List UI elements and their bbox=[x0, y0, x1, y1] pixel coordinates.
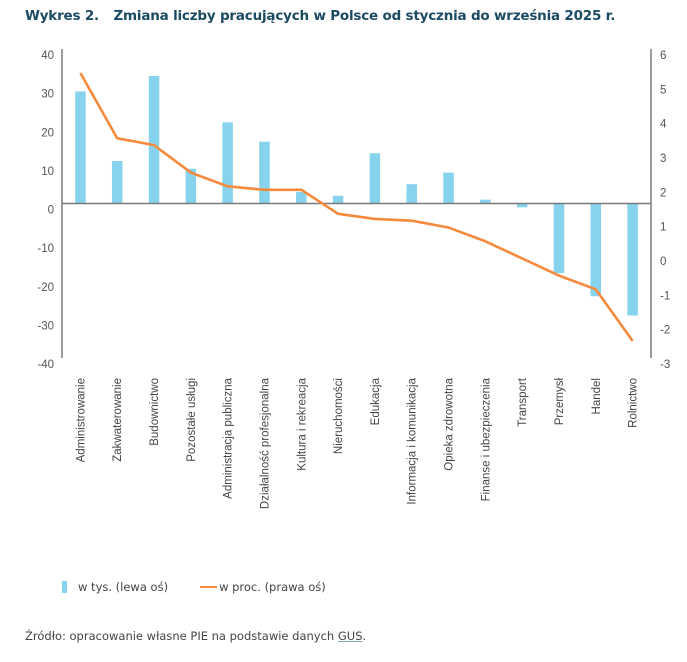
bar bbox=[259, 141, 270, 204]
category-label: Pozostałe usługi bbox=[186, 378, 198, 462]
category-label: Finanse i ubezpieczenia bbox=[480, 377, 492, 501]
chart-title-text: Zmiana liczby pracujących w Polsce od st… bbox=[113, 8, 616, 24]
category-label: Rolnictwo bbox=[628, 378, 640, 428]
bar bbox=[185, 168, 197, 204]
line-path bbox=[79, 72, 634, 342]
right-tick-label: 0 bbox=[660, 256, 666, 268]
category-label: Handel bbox=[591, 378, 603, 414]
category-label: Działalność profesjonalna bbox=[259, 377, 271, 509]
category-label: Nieruchomości bbox=[333, 378, 345, 454]
legend-line-label: w proc. (prawa oś) bbox=[219, 580, 326, 594]
right-tick-label: 5 bbox=[660, 84, 666, 96]
line-series bbox=[79, 72, 634, 342]
left-tick-label: -40 bbox=[37, 359, 54, 371]
left-tick-label: -20 bbox=[37, 282, 54, 294]
source-prefix: Źródło: opracowanie własne PIE na podsta… bbox=[25, 629, 338, 643]
left-tick-label: -10 bbox=[37, 243, 54, 255]
left-tick-label: 30 bbox=[41, 89, 54, 101]
right-tick-label: 4 bbox=[660, 119, 667, 131]
chart-title: Wykres 2. Zmiana liczby pracujących w Po… bbox=[25, 8, 615, 24]
category-label: Zakwaterowanie bbox=[112, 378, 124, 462]
category-label: Budownictwo bbox=[149, 378, 161, 446]
left-tick-label: -30 bbox=[37, 320, 54, 332]
chart-number: Wykres 2. bbox=[25, 8, 99, 24]
left-tick-label: 0 bbox=[48, 205, 54, 217]
category-label: Edukacja bbox=[370, 377, 382, 425]
bar bbox=[553, 203, 565, 274]
bar-series bbox=[75, 76, 638, 316]
right-tick-label: 6 bbox=[660, 50, 666, 62]
category-label: Transport bbox=[517, 377, 529, 427]
source-note: Źródło: opracowanie własne PIE na podsta… bbox=[25, 629, 366, 643]
bar bbox=[148, 76, 160, 204]
bar bbox=[296, 191, 307, 204]
category-labels: Administrowanie Zakwaterowanie Budownictwo… bbox=[75, 377, 639, 509]
right-tick-label: 3 bbox=[660, 153, 666, 165]
left-tick-label: 40 bbox=[41, 50, 54, 62]
bar bbox=[443, 172, 454, 204]
right-tick-label: 1 bbox=[660, 222, 666, 234]
bar bbox=[75, 91, 86, 204]
bar bbox=[406, 184, 417, 204]
bar bbox=[627, 203, 638, 316]
bar bbox=[111, 161, 123, 204]
right-tick-label: -3 bbox=[660, 359, 670, 371]
right-tick-label: 2 bbox=[660, 187, 666, 199]
source-link-gus[interactable]: GUS bbox=[337, 629, 363, 643]
category-label: Kultura i rekreacja bbox=[296, 377, 308, 470]
bar bbox=[480, 199, 491, 204]
category-label: Informacja i komunikacja bbox=[407, 377, 419, 504]
bar bbox=[369, 153, 381, 204]
source-suffix: . bbox=[362, 629, 367, 643]
category-label: Administracja publiczna bbox=[223, 377, 235, 498]
right-axis-ticks: 6 5 4 3 2 1 0 -1 -2 -3 bbox=[660, 50, 670, 371]
bar bbox=[590, 203, 602, 297]
left-tick-label: 20 bbox=[41, 127, 54, 139]
legend: w tys. (lewa oś) w proc. (prawa oś) bbox=[62, 580, 358, 594]
category-label: Opieka zdrowotna bbox=[444, 377, 456, 470]
category-label: Administrowanie bbox=[75, 378, 87, 462]
right-tick-label: -2 bbox=[660, 325, 670, 337]
legend-bar-label: w tys. (lewa oś) bbox=[78, 580, 169, 594]
left-axis-ticks: 40 30 20 10 0 -10 -20 -30 -40 bbox=[37, 50, 54, 371]
bar bbox=[516, 203, 528, 208]
legend-item-bars: w tys. (lewa oś) bbox=[62, 580, 168, 594]
bar bbox=[222, 122, 233, 204]
legend-item-line: w proc. (prawa oś) bbox=[200, 580, 326, 594]
category-label: Przemysł bbox=[554, 378, 566, 426]
right-tick-label: -1 bbox=[660, 290, 670, 302]
legend-bar-swatch bbox=[62, 581, 67, 593]
bar bbox=[332, 195, 344, 204]
legend-line-swatch bbox=[200, 586, 218, 588]
left-tick-label: 10 bbox=[41, 166, 54, 178]
